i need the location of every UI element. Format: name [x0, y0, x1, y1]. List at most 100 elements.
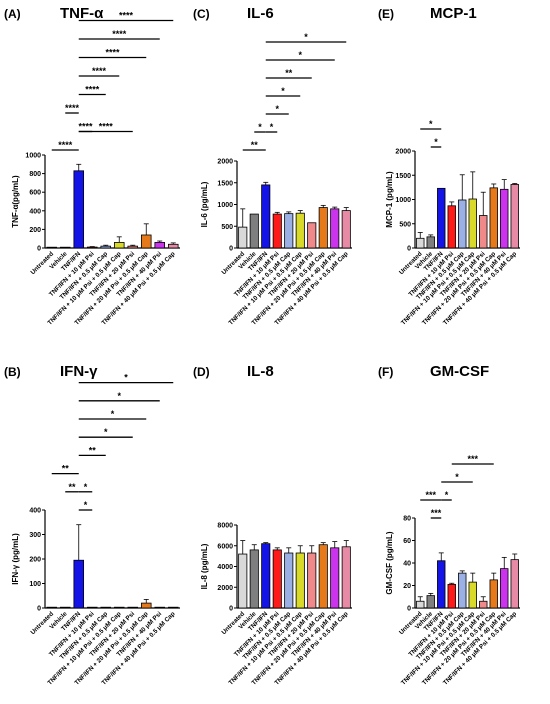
panel-title: TNF-α: [60, 5, 104, 22]
bar: [238, 553, 248, 609]
bar: [500, 568, 509, 609]
bar: [86, 606, 98, 609]
bar: [284, 552, 294, 609]
significance-label: ****: [99, 122, 114, 132]
y-tick-label: 2000: [217, 585, 233, 592]
bar: [437, 560, 446, 609]
bar: [330, 547, 340, 609]
bar: [113, 606, 125, 609]
y-tick-label: 200: [29, 227, 41, 234]
y-tick-label: 0: [407, 606, 411, 613]
bar: [100, 245, 112, 249]
bar: [261, 543, 271, 609]
y-tick-label: 8000: [217, 523, 233, 530]
bar: [46, 606, 58, 609]
bar: [458, 199, 467, 249]
bar: [154, 242, 166, 249]
panel-label: (C): [193, 7, 210, 21]
y-axis-label: TNF-α(pg/mL): [11, 175, 20, 228]
y-tick-label: 0: [37, 606, 41, 613]
bar: [127, 606, 139, 609]
bar: [113, 242, 125, 249]
y-tick-label: 4000: [217, 564, 233, 571]
significance-label: *: [111, 409, 115, 419]
bar: [437, 187, 446, 249]
significance-label: **: [251, 140, 259, 150]
bar: [330, 208, 340, 249]
y-axis-label: IL-6 (pg/mL): [200, 181, 209, 227]
y-tick-label: 100: [29, 581, 41, 588]
significance-label: **: [68, 482, 76, 492]
y-tick-label: 1500: [217, 180, 233, 187]
bar: [510, 184, 519, 249]
significance-label: ***: [431, 508, 442, 518]
significance-label: *: [434, 137, 438, 147]
y-tick-label: 0: [229, 246, 233, 253]
bar: [468, 198, 477, 249]
y-tick-label: 1000: [395, 197, 411, 204]
bar: [500, 188, 509, 249]
y-tick-label: 400: [29, 208, 41, 215]
significance-label: ****: [105, 48, 120, 58]
y-axis-label: IFN-γ (pg/mL): [11, 533, 20, 585]
significance-label: ****: [92, 66, 107, 76]
significance-label: ****: [112, 29, 127, 39]
y-axis-label: MCP-1 (pg/mL): [385, 171, 394, 228]
significance-label: ****: [119, 11, 134, 21]
y-tick-label: 500: [399, 221, 411, 228]
significance-label: *: [258, 122, 262, 132]
y-tick-label: 200: [29, 557, 41, 564]
significance-label: ****: [58, 140, 73, 150]
bar: [249, 549, 259, 609]
significance-label: *: [445, 490, 449, 500]
y-tick-label: 20: [403, 583, 411, 590]
y-tick-label: 400: [29, 508, 41, 515]
y-tick-label: 800: [29, 171, 41, 178]
y-axis-label: GM-CSF (pg/mL): [385, 531, 394, 594]
panel-title: IFN-γ: [60, 363, 98, 380]
y-tick-label: 500: [221, 224, 233, 231]
significance-label: *: [275, 104, 279, 114]
bar: [167, 243, 179, 249]
bar: [416, 237, 425, 249]
bar: [341, 546, 351, 609]
bar: [510, 559, 519, 609]
bar: [249, 213, 259, 249]
bar: [272, 213, 282, 249]
y-axis-label: IL-8 (pg/mL): [200, 543, 209, 589]
bar: [458, 572, 467, 609]
y-tick-label: 0: [407, 246, 411, 253]
significance-label: ***: [467, 454, 478, 464]
bar: [261, 184, 271, 249]
bar: [447, 583, 456, 609]
bar: [447, 205, 456, 249]
significance-label: *: [104, 427, 108, 437]
y-tick-label: 0: [37, 246, 41, 253]
panel-label: (D): [193, 365, 210, 379]
significance-label: *: [298, 50, 302, 60]
bar: [489, 579, 498, 609]
bar: [86, 246, 98, 249]
bar: [295, 552, 305, 609]
significance-label: *: [455, 472, 459, 482]
bar: [307, 222, 317, 249]
panel-label: (F): [378, 365, 393, 379]
significance-label: **: [285, 68, 293, 78]
y-tick-label: 0: [229, 606, 233, 613]
y-tick-label: 1000: [25, 153, 41, 160]
y-tick-label: 40: [403, 561, 411, 568]
significance-label: *: [124, 373, 128, 383]
significance-label: *: [84, 500, 88, 510]
bar: [426, 236, 435, 249]
panel-label: (E): [378, 7, 394, 21]
bar: [479, 215, 488, 249]
significance-label: *: [84, 482, 88, 492]
panel-label: (A): [4, 7, 21, 21]
panel-title: GM-CSF: [430, 363, 489, 380]
significance-label: ***: [425, 490, 436, 500]
chart-panel-0: (A) TNF-α02004006008001000TNF-α(pg/mL)Unt…: [4, 5, 180, 327]
bar: [416, 600, 425, 609]
